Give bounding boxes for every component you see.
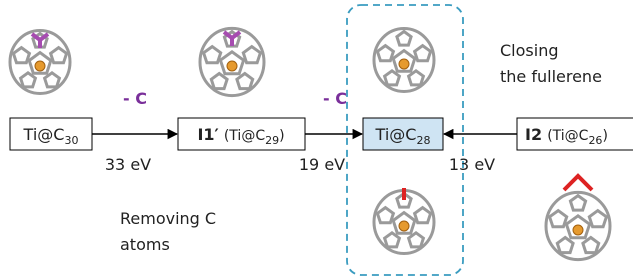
cage-ring — [550, 211, 567, 227]
cage-ring — [45, 73, 60, 87]
formula: (Ti@C — [224, 128, 265, 144]
subscript: 30 — [64, 134, 78, 147]
formula: Ti@C — [375, 125, 417, 144]
cage-ring — [385, 71, 400, 85]
formula-end: ) — [279, 128, 284, 144]
cage-ring — [377, 208, 393, 223]
energy-label: 33 eV — [105, 155, 151, 174]
diagram: Ti@C30 I1′ (Ti@C29) Ti@C28 I2 (Ti@C26) -… — [0, 0, 633, 280]
cage-ring — [204, 47, 221, 63]
ti-atom — [35, 61, 45, 71]
cage-ring — [415, 46, 431, 61]
step-label: - C — [323, 89, 347, 108]
cage-ring — [13, 48, 29, 63]
page: Ti@C30 I1′ (Ti@C29) Ti@C28 I2 (Ti@C26) -… — [0, 0, 633, 280]
cage-ring — [237, 74, 253, 89]
note: Removing C — [120, 209, 216, 228]
cage-ring — [409, 233, 424, 247]
ti-atom — [573, 225, 583, 235]
subscript: 26 — [588, 134, 602, 147]
subscript: 28 — [416, 134, 430, 147]
formula: Ti@C — [23, 125, 65, 144]
step-label: - C — [123, 89, 147, 108]
formula-end: ) — [602, 128, 607, 144]
cage-ring — [385, 233, 400, 247]
formula: (Ti@C — [547, 128, 588, 144]
note: atoms — [120, 235, 170, 254]
cage-ring — [377, 46, 393, 61]
cage-ring — [583, 238, 599, 253]
energy-label: 13 eV — [449, 155, 495, 174]
cage-ring — [21, 73, 36, 87]
note: the fullerene — [500, 67, 602, 86]
cage-ring — [51, 48, 67, 63]
intermediate: I1′ — [197, 125, 218, 144]
cage-ring — [589, 211, 606, 227]
cage-ring — [415, 208, 431, 223]
cage-ring — [397, 32, 411, 46]
subscript: 29 — [265, 134, 279, 147]
ti-atom — [227, 61, 237, 71]
ti-atom — [399, 59, 409, 69]
new-bond — [564, 176, 592, 190]
cage-ring — [409, 71, 424, 85]
cage-ring — [243, 47, 260, 63]
cage-ring — [211, 74, 227, 89]
cage-ring — [557, 238, 573, 253]
ti-atom — [399, 221, 409, 231]
intermediate: I2 — [525, 125, 542, 144]
energy-label: 19 eV — [299, 155, 345, 174]
cage-ring — [570, 196, 585, 211]
note: Closing — [500, 41, 558, 60]
